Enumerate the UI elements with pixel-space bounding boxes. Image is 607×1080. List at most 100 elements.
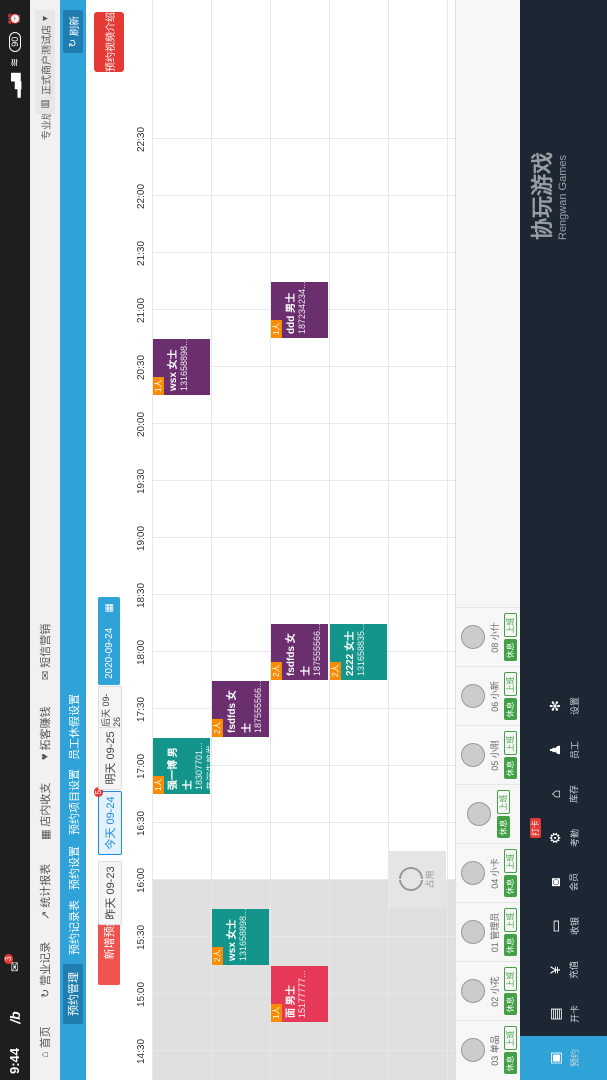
booking-video-button[interactable]: 预约视频介绍 — [94, 12, 124, 72]
customer-name: fsdfds 女士 — [227, 690, 253, 733]
rest-tag[interactable]: 休息 — [503, 639, 517, 662]
staff-member[interactable]: 02 小花 休息 上班 — [456, 961, 521, 1021]
mail-icon[interactable]: ✉ 3 — [4, 953, 22, 972]
customer-phone: 131658835... — [356, 624, 366, 676]
grid-row-line — [388, 0, 389, 1080]
yesterday-button[interactable]: 昨天 09-23 — [98, 861, 122, 925]
tomorrow-button[interactable]: 明天 09-25 — [98, 726, 122, 790]
sub-tabs: 预约管理 预约记录表 预约设置 预约项目设置 员工休假设置 ↻ 刷新 — [60, 0, 86, 1080]
rest-tag[interactable]: 休息 — [503, 1052, 517, 1075]
grid-column-line — [152, 252, 455, 254]
work-tag[interactable]: 上班 — [497, 790, 510, 815]
customer-phone: 131658898... — [179, 339, 189, 391]
time-label: 20:30 — [136, 354, 147, 381]
work-tag[interactable]: 上班 — [503, 672, 517, 697]
nav-store-ledger[interactable]: ▦ 店内收支 — [39, 782, 53, 840]
grid-column-line — [152, 708, 455, 710]
staff-member[interactable]: 01 管理员 休息 上班 — [456, 902, 521, 962]
appointment-card[interactable]: 2人 wsx 女士 131658898... — [212, 909, 269, 965]
grid-column-line — [152, 1050, 455, 1052]
time-label: 22:30 — [136, 126, 147, 153]
calendar-icon: ▦ — [103, 603, 115, 613]
appointment-card[interactable]: 2人 2222 女士 131658835... — [330, 624, 387, 680]
work-tag[interactable]: 上班 — [503, 908, 517, 933]
tab-booking-management[interactable]: 预约管理 — [63, 964, 83, 1024]
appointment-card[interactable]: 1人 wsx 女士 131658898... — [153, 339, 210, 395]
cashier-icon: ▭ — [546, 919, 563, 933]
day-after-button[interactable]: 后天 09-26 — [98, 686, 122, 728]
watermark: 协玩游戏 Rengwan Games — [530, 151, 569, 240]
sidebar-item-settings[interactable]: ✻ 设置 — [546, 697, 580, 716]
avatar — [460, 861, 485, 886]
refresh-icon: ↻ — [67, 39, 79, 48]
rest-tag[interactable]: 休息 — [503, 875, 517, 898]
rest-tag[interactable]: 休息 — [503, 757, 517, 780]
date-picker[interactable]: 2020-09-24 ▦ — [98, 597, 120, 685]
staff-member[interactable]: 休息 上班 — [456, 784, 521, 844]
people-count-badge: 2人 — [212, 718, 223, 737]
mail-badge: 3 — [4, 953, 13, 964]
appointment-card[interactable]: 2人 fsdfds 女士 187555566... — [212, 681, 269, 737]
staff-member[interactable]: 03 单品 休息 上班 — [456, 1020, 521, 1080]
customer-phone: 15177777... — [297, 970, 307, 1018]
nav-business-records[interactable]: ↻ 营业记录 — [39, 941, 53, 998]
tab-booking-settings[interactable]: 预约设置 — [69, 846, 81, 890]
pro-edition-label: 专业版 — [42, 110, 53, 140]
work-tag[interactable]: 上班 — [503, 1026, 517, 1051]
work-tag[interactable]: 上班 — [503, 967, 517, 992]
battery-icon: 90 — [8, 31, 21, 52]
today-button[interactable]: 今天 09-24 5 — [94, 787, 122, 855]
time-label: 21:00 — [136, 297, 147, 324]
alarm-icon: ⏰ — [9, 12, 21, 26]
sidebar-item-inventory[interactable]: ⌂ 库存 — [547, 785, 579, 804]
avatar — [460, 979, 485, 1004]
sidebar-item-attendance[interactable]: ⚙ 考勤 打卡 — [530, 818, 580, 848]
sidebar-item-recharge[interactable]: ¥ 充值 — [547, 961, 579, 980]
sidebar-item-open-card[interactable]: ▤ 开卡 — [546, 1005, 580, 1024]
avatar — [460, 743, 485, 768]
time-ruler: 14:30 15:00 15:30 16:00 16:30 17:00 17:30 18:00… — [132, 0, 153, 1080]
nav-statistics[interactable]: ↗ 统计报表 — [39, 863, 53, 920]
time-label: 21:30 — [136, 240, 147, 267]
staff-member[interactable]: 05 小刚 休息 上班 — [456, 725, 521, 785]
sidebar-item-cashier[interactable]: ▭ 收银 — [546, 917, 580, 936]
staff-member[interactable]: 08 小什 休息 上班 — [456, 607, 521, 667]
toolbar: 新增预约 昨天 09-23 今天 09-24 5 明天 09-25 后天 09-2… — [86, 0, 133, 1080]
sidebar-item-booking[interactable]: ▣ 预约 — [520, 1036, 607, 1080]
sidebar-item-member[interactable]: ◙ 会员 — [547, 873, 579, 892]
nav-home[interactable]: ⌂ 首页 — [39, 1026, 52, 1058]
top-nav: ⌂ 首页 ↻ 营业记录 ↗ 统计报表 ▦ 店内收支 ♥ 拓客赚钱 ✉ 短信营销 专业版 ▥ … — [30, 0, 61, 1080]
work-tag[interactable]: 上班 — [503, 849, 517, 874]
customer-name: 2222 女士 — [345, 630, 356, 676]
grid-column-line — [152, 879, 455, 881]
customer-phone: 187555566... — [312, 624, 322, 676]
appointment-card[interactable]: 1人 ddd 男士 187234234... — [271, 282, 328, 338]
store-selector[interactable]: ▥ 正式商户测试店 ▾ — [35, 10, 55, 115]
yen-icon: ¥ — [547, 966, 563, 974]
time-label: 17:30 — [136, 696, 147, 723]
appointment-card[interactable]: 2人 fsdfds 女士 187555566... — [271, 624, 328, 680]
staff-member[interactable]: 04 小卡 休息 上班 — [456, 843, 521, 903]
grid-row-line — [270, 0, 271, 1080]
rest-tag[interactable]: 休息 — [503, 698, 517, 721]
tab-booking-item-settings[interactable]: 预约项目设置 — [69, 769, 81, 835]
rest-tag[interactable]: 休息 — [503, 993, 517, 1016]
rest-tag[interactable]: 休息 — [503, 934, 517, 957]
rest-tag[interactable]: 休息 — [497, 816, 510, 839]
staff-member[interactable]: 06 小新 休息 上班 — [456, 666, 521, 726]
refresh-button[interactable]: ↻ 刷新 — [63, 10, 83, 54]
nav-customer-acquisition[interactable]: ♥ 拓客赚钱 — [39, 706, 52, 760]
people-count-badge: 2人 — [271, 661, 282, 680]
sidebar-item-staff[interactable]: ♟ 员工 — [546, 741, 580, 760]
work-tag[interactable]: 上班 — [503, 731, 517, 756]
time-label: 18:00 — [136, 639, 147, 666]
tab-staff-leave-settings[interactable]: 员工休假设置 — [69, 694, 81, 760]
gear-icon: ⚙ — [546, 831, 563, 845]
appointment-card[interactable]: 1人 强一博 男士 18307701... 昔沉先剪发 — [153, 738, 210, 794]
customer-name: 面 男士 — [286, 985, 297, 1018]
appointment-card[interactable]: 1人面 男士 15177777... — [271, 966, 328, 1022]
tab-booking-records[interactable]: 预约记录表 — [69, 900, 81, 955]
nav-sms-marketing[interactable]: ✉ 短信营销 — [39, 623, 53, 680]
work-tag[interactable]: 上班 — [503, 613, 517, 638]
people-count-badge: 1人 — [271, 319, 282, 338]
